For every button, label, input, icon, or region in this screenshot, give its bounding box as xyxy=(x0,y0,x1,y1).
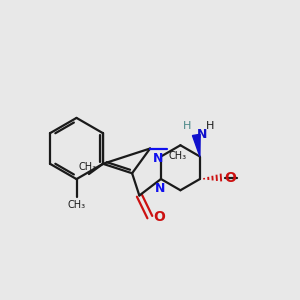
Text: N: N xyxy=(155,182,166,195)
Text: CH₃: CH₃ xyxy=(169,151,187,161)
Text: H: H xyxy=(182,121,191,131)
Text: N: N xyxy=(152,152,163,165)
Text: O: O xyxy=(153,210,165,224)
Polygon shape xyxy=(193,134,200,157)
Text: O: O xyxy=(224,170,236,184)
Text: CH₃: CH₃ xyxy=(78,162,97,172)
Text: H: H xyxy=(206,121,214,131)
Text: CH₃: CH₃ xyxy=(68,200,85,209)
Text: N: N xyxy=(197,128,207,140)
